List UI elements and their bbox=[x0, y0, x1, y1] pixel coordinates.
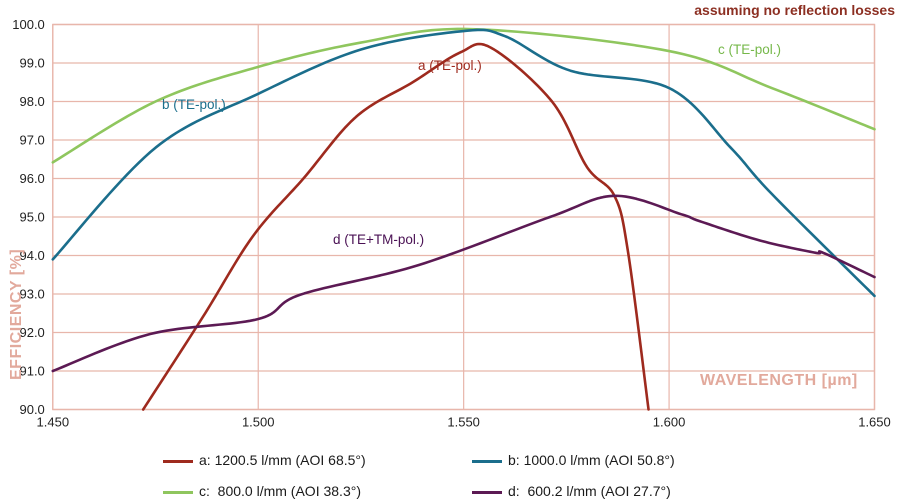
svg-text:99.0: 99.0 bbox=[19, 56, 44, 71]
svg-text:1.600: 1.600 bbox=[653, 415, 686, 430]
svg-text:1.500: 1.500 bbox=[242, 415, 275, 430]
svg-text:90.0: 90.0 bbox=[19, 402, 44, 417]
svg-text:1.550: 1.550 bbox=[447, 415, 480, 430]
svg-text:1.650: 1.650 bbox=[858, 415, 891, 430]
svg-text:98.0: 98.0 bbox=[19, 94, 44, 109]
svg-text:100.0: 100.0 bbox=[12, 17, 45, 32]
